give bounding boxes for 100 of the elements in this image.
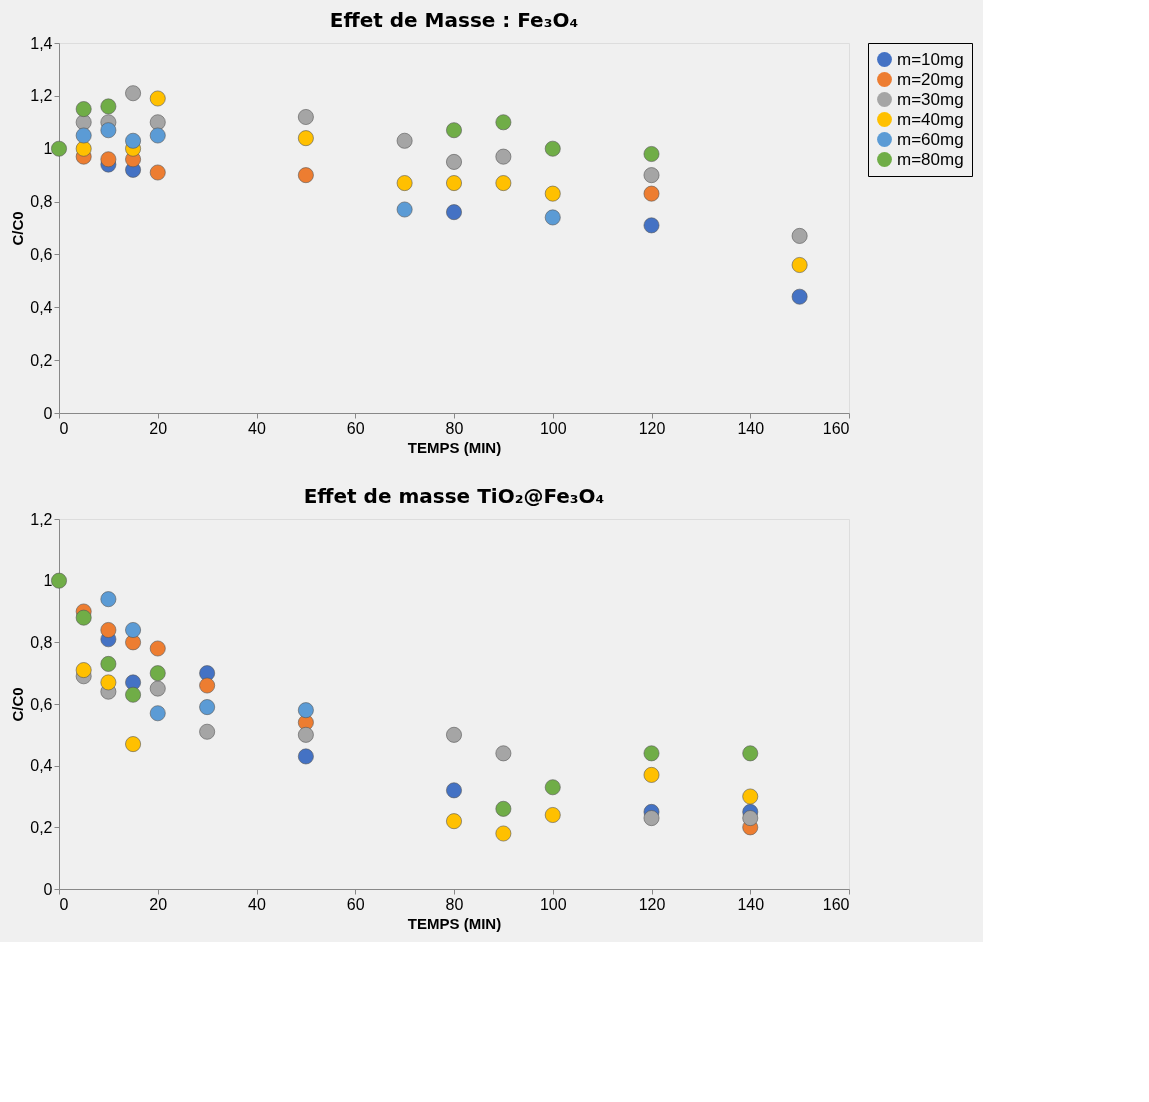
point [125, 132, 141, 149]
x-tick-label: 40 [248, 895, 266, 913]
point [75, 662, 92, 678]
point [100, 98, 117, 115]
point [199, 677, 216, 694]
point [446, 154, 462, 170]
point [396, 175, 413, 191]
point [75, 609, 92, 626]
y-tick-label: 0,2 [30, 818, 53, 836]
point [643, 167, 660, 184]
x-tick-label: 20 [149, 419, 168, 437]
point [446, 813, 462, 830]
y-tick-label: 1 [43, 140, 53, 158]
point [643, 767, 660, 783]
point [495, 745, 512, 762]
point [446, 204, 462, 221]
point [396, 201, 413, 218]
x-tick-label: 40 [248, 419, 266, 437]
point [643, 146, 660, 162]
y-tick-label: 1,2 [30, 87, 53, 105]
legend-label: m=20mg [897, 69, 964, 89]
point [446, 782, 462, 799]
x-tick-label: 0 [59, 419, 69, 437]
point [643, 185, 660, 202]
point [791, 288, 808, 305]
point [396, 132, 413, 149]
point [199, 699, 216, 715]
point [75, 101, 92, 117]
x-tick-label: 160 [822, 419, 850, 437]
point [100, 122, 117, 139]
point [742, 788, 759, 805]
y-tick-label: 0,4 [30, 757, 53, 775]
point [544, 209, 561, 226]
point [149, 640, 166, 657]
point [495, 148, 512, 165]
y-tick-label: 1,2 [30, 510, 53, 528]
point [544, 140, 561, 157]
chart-title: Effet de masse TiO₂@Fe₃O₄ [303, 484, 605, 508]
point [297, 726, 314, 743]
point [742, 745, 759, 762]
point [495, 175, 512, 191]
point [495, 825, 512, 842]
y-tick-label: 0,4 [30, 298, 53, 316]
point [297, 167, 314, 184]
point [149, 705, 166, 722]
legend-label: m=10mg [897, 49, 964, 69]
point [125, 85, 141, 102]
point [297, 748, 314, 765]
point [100, 151, 117, 168]
point [495, 114, 512, 131]
point [125, 622, 141, 638]
x-tick-label: 80 [445, 419, 464, 437]
point [643, 217, 660, 234]
legend-label: m=40mg [897, 109, 964, 129]
y-tick-label: 0 [43, 404, 53, 422]
point [100, 674, 117, 691]
point [100, 656, 117, 672]
point [51, 572, 67, 589]
x-tick-label: 120 [638, 419, 666, 437]
point [544, 779, 561, 796]
x-tick-label: 160 [822, 895, 850, 913]
point [297, 109, 314, 125]
point [643, 745, 660, 762]
point [199, 723, 216, 740]
point [100, 591, 117, 608]
point [149, 90, 166, 107]
x-tick-label: 100 [539, 419, 567, 437]
x-tick-label: 60 [346, 895, 365, 913]
point [742, 810, 759, 826]
point [297, 702, 314, 719]
y-tick-label: 0 [43, 880, 53, 898]
legend-label: m=80mg [897, 149, 964, 169]
point [643, 810, 660, 826]
point [544, 185, 561, 202]
chart-title: Effet de Masse : Fe₃O₄ [329, 8, 579, 32]
x-tick-label: 140 [737, 419, 765, 437]
point [791, 228, 808, 244]
point [446, 122, 462, 139]
point [446, 726, 462, 743]
x-tick-label: 60 [346, 419, 365, 437]
point [544, 807, 561, 823]
point [149, 127, 166, 144]
point [297, 130, 314, 147]
point [149, 665, 166, 682]
x-tick-label: 0 [59, 895, 69, 913]
point [100, 622, 117, 638]
y-tick-label: 0,2 [30, 351, 53, 369]
y-axis-title: C/C0 [9, 211, 27, 246]
y-tick-label: 0,8 [30, 633, 53, 651]
x-tick-label: 100 [539, 895, 567, 913]
y-tick-label: 0,6 [30, 245, 53, 263]
legend-label: m=60mg [897, 129, 964, 149]
y-tick-label: 0,8 [30, 193, 53, 211]
point [125, 736, 141, 752]
point [495, 800, 512, 817]
y-tick-label: 1,4 [30, 34, 53, 52]
legend-label: m=30mg [897, 89, 964, 109]
point [51, 140, 67, 157]
x-tick-label: 120 [638, 895, 666, 913]
point [791, 257, 808, 273]
